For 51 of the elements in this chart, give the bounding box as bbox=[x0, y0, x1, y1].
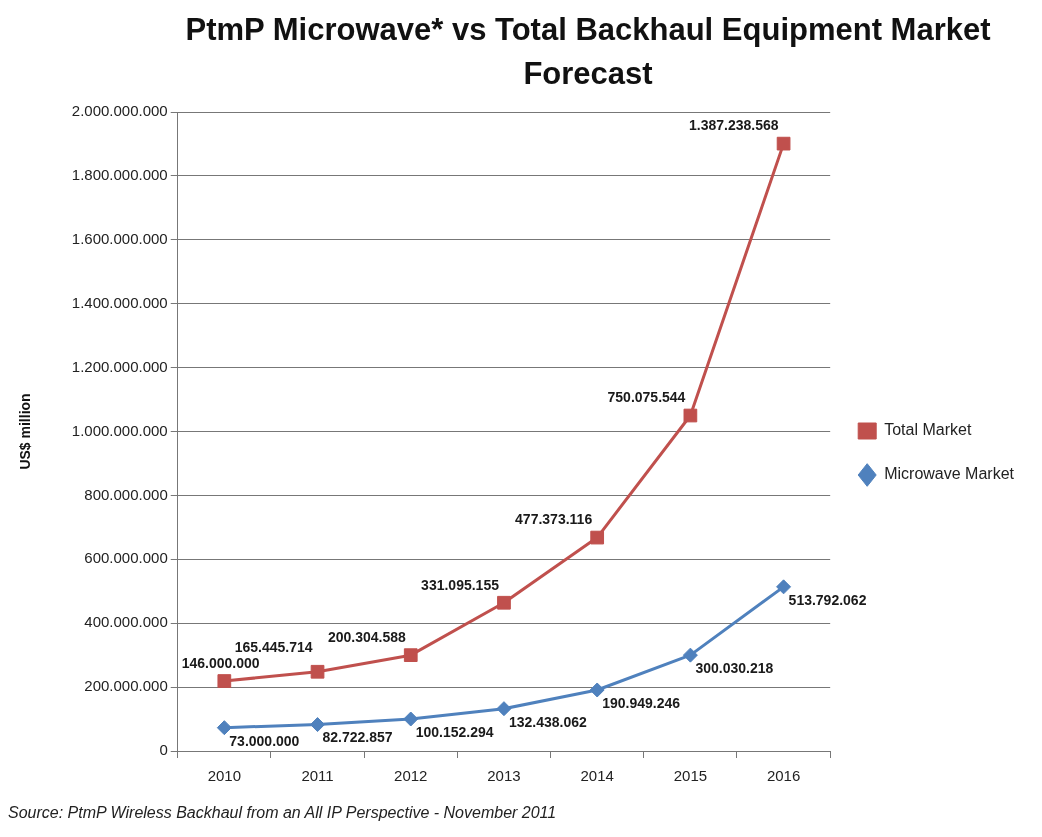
point bbox=[403, 711, 419, 727]
point bbox=[590, 530, 605, 545]
data-label: 73.000.000 bbox=[229, 732, 300, 749]
data-label: 513.792.062 bbox=[788, 591, 867, 608]
source-note: Source: PtmP Wireless Backhaul from an All IP Perspective - November 2011 bbox=[8, 804, 558, 822]
x-tick-label: 2015 bbox=[673, 767, 708, 785]
annotation: 200.304.588 bbox=[327, 629, 406, 646]
data-label: 300.030.218 bbox=[695, 660, 774, 676]
x-tick-label: 2014 bbox=[580, 767, 614, 785]
point bbox=[497, 595, 511, 610]
chart-title: PtmP Microwave* vs Total Backhaul Equipment Market Forecast bbox=[184, 11, 992, 93]
y-tick-label: 800.000.000 bbox=[84, 485, 168, 503]
legend-label: Total Market bbox=[884, 421, 972, 439]
point bbox=[217, 674, 232, 688]
x-tick-label: 2010 bbox=[207, 767, 242, 785]
y-tick-label: 200.000.000 bbox=[84, 677, 168, 695]
data-label: 132.438.062 bbox=[508, 713, 588, 730]
data-label: 100.152.294 bbox=[415, 723, 494, 740]
y-tick-label: 1.800.000.000 bbox=[71, 166, 168, 184]
point bbox=[776, 579, 792, 595]
y-tick-label: 1.400.000.000 bbox=[71, 293, 168, 311]
y-tick-label: 2.000.000.000 bbox=[71, 102, 168, 120]
point bbox=[403, 648, 418, 663]
data-label: 190.949.246 bbox=[602, 694, 681, 711]
y-axis-title: US$ million bbox=[17, 393, 34, 470]
point bbox=[589, 682, 605, 698]
x-tick-label: 2011 bbox=[301, 767, 334, 785]
annotation: 146.000.000 bbox=[181, 654, 260, 671]
annotation: 750.075.544 bbox=[607, 389, 686, 406]
x-tick-label: 2013 bbox=[487, 767, 521, 785]
y-tick-label: 0 bbox=[159, 741, 168, 759]
point bbox=[310, 664, 325, 679]
point bbox=[776, 136, 791, 151]
y-tick-label: 1.600.000.000 bbox=[71, 229, 168, 247]
y-tick-label: 600.000.000 bbox=[84, 549, 168, 567]
point bbox=[683, 408, 698, 423]
annotation: 1.387.238.568 bbox=[689, 117, 779, 134]
x-tick-label: 2016 bbox=[766, 767, 801, 785]
x-tick-label: 2012 bbox=[394, 767, 428, 785]
y-tick-label: 400.000.000 bbox=[84, 613, 168, 631]
point bbox=[496, 701, 512, 717]
y-tick-label: 1.200.000.000 bbox=[71, 357, 168, 375]
annotation: 477.373.116 bbox=[515, 511, 593, 528]
point bbox=[310, 717, 326, 733]
annotation: 331.095.155 bbox=[421, 576, 500, 593]
legend-label: Microwave Market bbox=[884, 465, 1015, 483]
point bbox=[216, 720, 232, 736]
point bbox=[682, 647, 698, 663]
data-label: 82.722.857 bbox=[322, 729, 393, 746]
y-tick-label: 1.000.000.000 bbox=[71, 421, 168, 439]
annotation: 165.445.714 bbox=[234, 638, 313, 655]
